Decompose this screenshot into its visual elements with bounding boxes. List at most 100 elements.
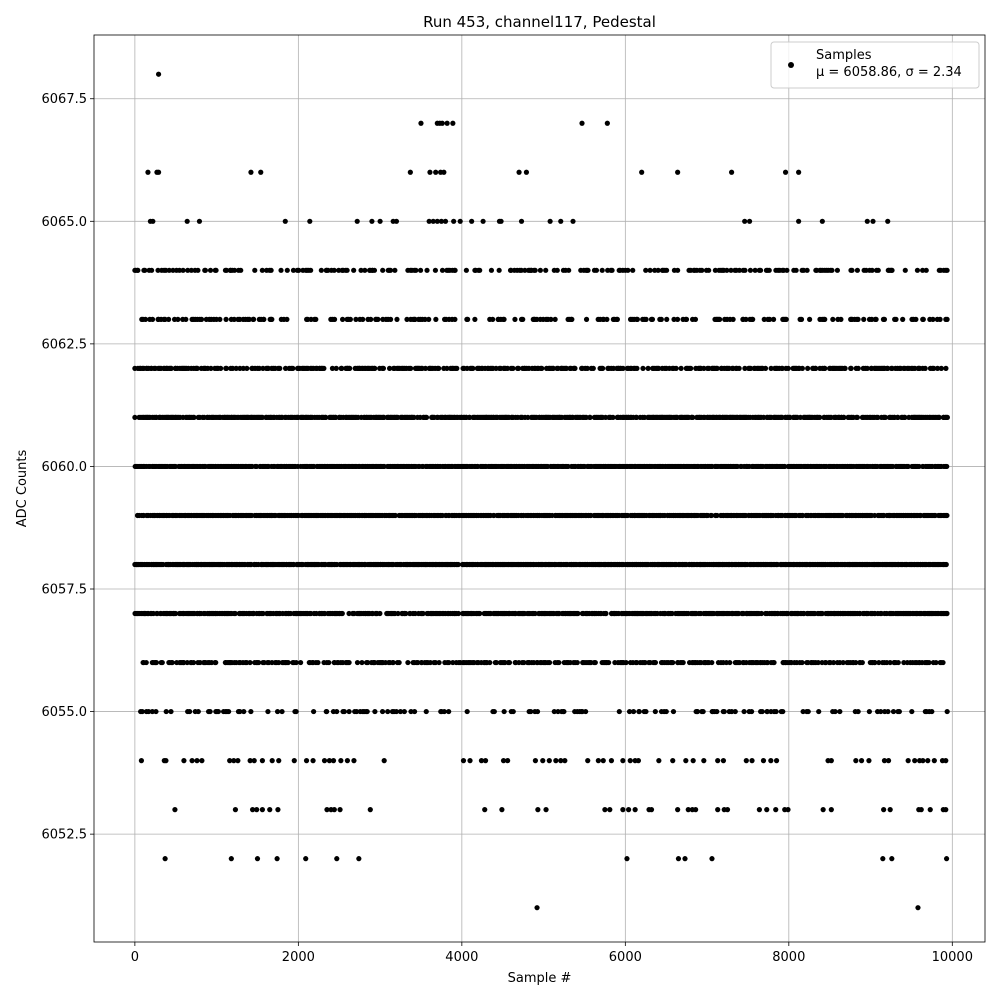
data-point [566,267,572,273]
data-point [498,218,504,224]
data-point [403,610,409,617]
data-point [258,169,264,175]
data-point [455,561,461,568]
data-point [820,807,826,813]
data-point [183,316,189,322]
data-point [889,856,895,862]
data-point [780,708,786,715]
data-point [900,316,906,322]
data-point [163,758,169,764]
data-point [237,708,243,715]
data-point [872,659,878,666]
data-point [817,414,823,421]
data-point [604,316,610,322]
data-point [670,708,677,715]
data-point [452,316,458,322]
data-point [516,169,522,175]
data-point [232,807,239,813]
data-point [749,758,755,764]
data-point [543,807,549,813]
data-point [338,758,344,764]
data-point [534,905,540,911]
data-point [331,316,338,322]
legend-marker [788,62,794,68]
grid [94,35,985,942]
data-point [354,659,361,666]
data-point [815,659,821,666]
data-point [411,708,418,715]
data-point [943,561,949,568]
x-tick-label: 8000 [772,950,805,965]
data-point [247,659,253,666]
data-point [902,414,908,421]
data-point [337,807,343,813]
data-point [506,659,513,666]
data-point [207,708,213,715]
data-point [307,218,313,224]
data-point [912,758,918,764]
data-point [501,316,507,322]
data-point [265,708,271,715]
data-point [238,267,244,273]
data-point [584,365,590,371]
plot-frame [93,34,986,943]
data-point [276,659,282,666]
data-point [149,708,155,715]
data-point [922,365,928,371]
data-point [231,316,237,322]
data-point [334,708,340,715]
data-point [282,218,288,224]
data-point [813,365,819,371]
data-point [172,807,178,813]
data-point [756,807,762,813]
data-point [465,316,471,322]
data-point [472,316,478,322]
data-point [311,708,317,715]
data-point [194,365,200,371]
data-point [284,316,290,322]
data-point [709,659,715,666]
data-point [675,807,681,813]
data-point [518,218,525,224]
data-point [490,316,496,322]
data-point [701,758,707,764]
data-point [664,316,670,322]
data-point [728,267,734,273]
data-point [608,758,615,764]
data-point [749,708,755,715]
data-point [153,659,160,666]
data-point [785,365,791,371]
data-point [244,365,250,371]
data-point [799,365,805,371]
data-point [896,708,902,715]
data-point [743,316,749,322]
data-point [145,169,151,175]
data-point [135,267,141,273]
data-point [231,758,237,764]
data-point [184,218,190,224]
data-point [195,708,201,715]
data-point [832,708,838,715]
y-tick-label: 6055.0 [42,705,88,720]
data-point [463,267,469,273]
data-point [747,267,754,273]
data-point [757,267,764,273]
data-point [923,267,929,273]
data-point [460,758,467,764]
data-point [546,758,552,764]
data-point [454,365,460,371]
data-point [736,267,743,273]
data-point [675,267,681,273]
data-point [773,758,780,764]
data-point [392,512,398,519]
data-point [412,316,418,322]
data-point [540,758,546,764]
data-point [929,708,935,715]
data-point [807,316,813,322]
data-point [592,659,598,666]
data-point [701,365,707,371]
data-point [278,267,284,273]
data-point [920,316,926,322]
data-point [233,365,239,371]
data-point [293,708,299,715]
